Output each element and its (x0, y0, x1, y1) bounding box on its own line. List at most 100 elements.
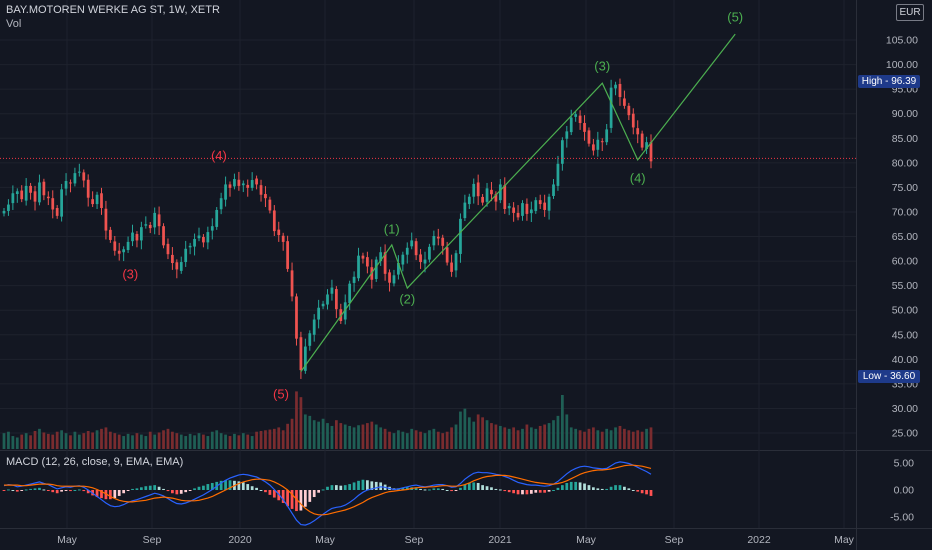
price-tick-label: 45.00 (892, 329, 918, 341)
candle-body (481, 196, 484, 203)
macd-histogram-bar (264, 490, 267, 493)
low-badge: Low - 36.60 (858, 370, 920, 383)
candle-body (410, 240, 414, 247)
volume-bar (148, 431, 152, 449)
macd-histogram-bar (38, 487, 41, 490)
candle-body (29, 185, 32, 193)
macd-histogram-bar (454, 490, 458, 491)
volume-bar (450, 427, 453, 449)
volume-bar (370, 421, 374, 449)
time-tick-label: May (57, 534, 78, 546)
volume-bar (166, 428, 170, 449)
high-value: 96.39 (891, 76, 917, 87)
candle-body (605, 129, 609, 143)
candle-body (237, 179, 241, 186)
volume-bar (277, 427, 281, 449)
candle-body (64, 180, 68, 189)
candle-body (578, 115, 582, 124)
volume-bar (560, 395, 564, 449)
volume-bar (490, 423, 493, 449)
volume-bar (410, 428, 414, 449)
volume-bar (184, 436, 188, 449)
macd-histogram-bar (623, 486, 626, 490)
volume-bar (600, 431, 604, 449)
signal-line (4, 464, 652, 516)
volume-bar (503, 427, 507, 449)
macd-histogram-bar (352, 482, 356, 490)
macd-histogram-bar (241, 482, 245, 490)
candle-body (516, 212, 520, 218)
macd-histogram-bar (583, 483, 586, 490)
macd-line (3, 461, 652, 526)
volume-bar (2, 433, 6, 449)
candle-body (51, 198, 55, 210)
candle-body (281, 235, 285, 242)
volume-bar (11, 436, 15, 449)
candle-body (423, 259, 427, 264)
macd-histogram-bar (618, 485, 622, 490)
wave-label-red: (3) (122, 266, 138, 281)
macd-histogram-bar (259, 490, 263, 491)
candle-body (534, 200, 538, 211)
candle-body (104, 208, 108, 231)
macd-histogram-bar (476, 482, 480, 490)
candle-body (348, 283, 352, 304)
volume-bars (2, 391, 653, 449)
currency-button[interactable]: EUR (896, 4, 924, 21)
macd-histogram-bar (649, 490, 653, 496)
wave-label-green: (1) (384, 222, 400, 237)
macd-histogram-bar (614, 485, 617, 490)
wave-label-green: (2) (399, 291, 415, 306)
macd-histogram-bar (552, 490, 555, 491)
volume-bar (215, 430, 219, 449)
macd-histogram-bar (193, 488, 196, 490)
macd-histogram-bar (11, 490, 15, 491)
macd-histogram-bar (543, 490, 547, 493)
macd-histogram-bar (268, 490, 272, 495)
candle-body (414, 241, 418, 256)
wave-label-green: (4) (630, 170, 646, 185)
candle-body (7, 204, 10, 211)
volume-bar (348, 425, 352, 449)
candle-body (383, 252, 387, 274)
candle-body (547, 196, 551, 211)
macd-histogram-bar (560, 485, 564, 490)
macd-histogram-bar (361, 479, 365, 490)
volume-bar (312, 420, 316, 449)
macd-histogram-bar (184, 490, 188, 493)
macd-histogram-bar (503, 490, 507, 492)
macd-histogram-bar (303, 490, 307, 507)
macd-histogram-bar (210, 482, 214, 490)
macd-histogram-bar (73, 490, 77, 491)
candle-body (277, 229, 281, 236)
candle-body (445, 247, 449, 263)
volume-bar (339, 423, 343, 449)
macd-pane (2, 461, 653, 526)
macd-histogram-bar (157, 486, 161, 490)
volume-bar (441, 433, 445, 449)
macd-histogram-bar (525, 490, 529, 495)
volume-bar (7, 431, 10, 449)
high-label: High (861, 76, 883, 87)
volume-bar (472, 421, 476, 449)
volume-bar (405, 433, 409, 449)
macd-histogram-bar (148, 485, 152, 490)
candle-body (100, 193, 103, 209)
macd-tick-label: 0.00 (894, 485, 915, 497)
candle-body (525, 203, 529, 214)
candle-body (126, 241, 130, 251)
macd-histogram-bar (69, 490, 72, 492)
candle-body (636, 128, 640, 135)
volume-bar (459, 411, 462, 449)
price-tick-label: 70.00 (892, 206, 918, 218)
wave-label-green: (5) (727, 9, 743, 24)
volume-bar (583, 431, 586, 449)
volume-bar (100, 428, 103, 449)
candle-body (640, 133, 644, 148)
low-label: Low (862, 371, 882, 382)
macd-histogram-bar (95, 490, 99, 498)
volume-bar (330, 425, 334, 449)
volume-bar (175, 433, 179, 449)
candle-body (197, 235, 201, 239)
